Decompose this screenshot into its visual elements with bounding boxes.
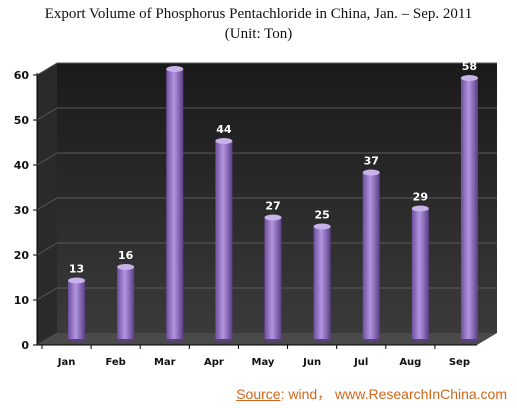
bar-top (166, 66, 184, 72)
source-text: : wind， www.ResearchInChina.com (280, 386, 507, 402)
y-tick-label: 40 (14, 159, 30, 172)
data-label: 25 (314, 209, 329, 222)
y-tick-label: 20 (14, 249, 30, 262)
gridline (36, 242, 58, 256)
bar-top (313, 223, 331, 230)
data-label: 13 (69, 263, 84, 276)
data-label: 37 (364, 155, 379, 168)
bar-top (215, 138, 233, 144)
bar (68, 280, 86, 339)
x-tick-label: Jul (353, 357, 368, 368)
bar (117, 267, 135, 339)
data-label: 58 (462, 60, 477, 73)
data-label: 44 (216, 123, 232, 136)
gridline (36, 152, 58, 166)
bar-top (117, 264, 135, 270)
y-tick-label: 30 (14, 204, 30, 217)
gridline (36, 107, 58, 121)
data-label: 60 (167, 51, 183, 64)
bar (411, 208, 429, 339)
x-tick-label: Mar (154, 357, 176, 368)
y-tick-label: 50 (14, 114, 30, 127)
y-tick-label: 10 (14, 294, 30, 307)
data-label: 16 (118, 249, 134, 262)
x-tick-label: Feb (105, 357, 125, 368)
chart-title: Export Volume of Phosphorus Pentachlorid… (44, 6, 473, 22)
bar (166, 69, 184, 339)
data-label: 29 (413, 191, 428, 204)
gridline (36, 62, 58, 76)
y-tick-label: 0 (21, 339, 29, 352)
bar-top (411, 205, 429, 212)
bar (362, 172, 380, 339)
chart-subtitle: (Unit: Ton) (224, 26, 293, 42)
x-tick-label: Sep (449, 357, 470, 368)
source-note: Source: wind， www.ResearchInChina.com (236, 384, 507, 404)
source-label: Source (236, 386, 281, 402)
bar-top (460, 75, 478, 81)
bar (215, 141, 233, 339)
x-tick-label: Jun (302, 357, 321, 368)
bar (460, 78, 478, 339)
x-tick-label: Apr (204, 357, 224, 368)
bar-top (264, 214, 282, 221)
x-tick-label: May (252, 357, 275, 368)
gridline (36, 287, 58, 301)
gridline (36, 197, 58, 211)
bar-top (68, 277, 86, 284)
data-label: 27 (265, 200, 280, 213)
x-tick-label: Aug (399, 357, 421, 368)
bar (313, 226, 331, 339)
y-tick-label: 60 (14, 69, 30, 82)
plot-area: 0 10 20 30 40 50 60 13 Jan 16 Feb 60 Mar 44 Apr 27 May 25… (14, 51, 497, 368)
bar-top (362, 169, 380, 176)
x-tick-label: Jan (57, 357, 76, 368)
bar (264, 217, 282, 339)
